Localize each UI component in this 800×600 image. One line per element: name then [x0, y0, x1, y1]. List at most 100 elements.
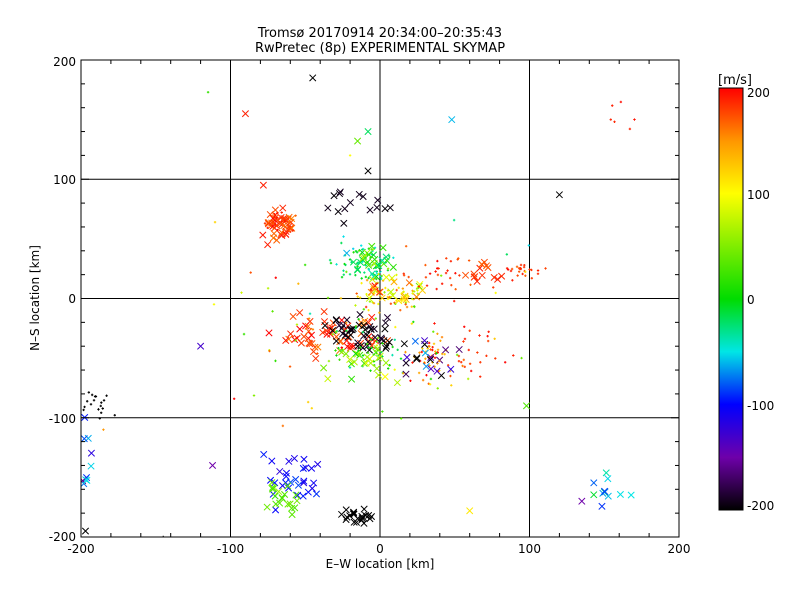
data-point — [212, 303, 216, 306]
data-point — [282, 469, 291, 477]
data-point — [162, 535, 165, 537]
data-point — [436, 259, 439, 263]
data-point — [436, 273, 440, 277]
data-point — [296, 309, 304, 317]
data-point — [421, 337, 429, 345]
data-point — [411, 289, 414, 292]
data-point — [378, 335, 386, 344]
data-point — [362, 308, 366, 311]
data-point — [386, 367, 390, 370]
data-point — [87, 391, 91, 394]
data-point — [409, 379, 412, 383]
data-point — [410, 305, 413, 308]
data-point — [288, 225, 292, 228]
data-point — [353, 350, 361, 358]
data-point — [113, 414, 116, 417]
data-point — [349, 258, 358, 266]
data-point — [284, 482, 292, 490]
data-point — [87, 462, 95, 470]
data-point — [341, 348, 344, 351]
data-point — [505, 253, 509, 256]
data-point — [421, 347, 424, 350]
data-point — [339, 297, 343, 300]
data-point — [424, 263, 427, 267]
data-point — [411, 292, 414, 295]
data-point — [356, 295, 359, 298]
data-point — [478, 334, 481, 337]
data-point — [448, 276, 452, 280]
data-point — [627, 491, 635, 499]
data-point — [279, 204, 287, 212]
data-point — [375, 262, 383, 270]
data-point — [399, 357, 403, 360]
data-point — [466, 507, 474, 515]
colorbar-tick-label: 200 — [747, 86, 770, 100]
data-point — [242, 332, 246, 336]
data-point — [367, 346, 370, 349]
data-point — [354, 266, 362, 274]
data-point — [394, 325, 397, 329]
data-point — [520, 356, 523, 360]
data-point — [427, 365, 435, 373]
data-point — [83, 405, 86, 409]
data-point — [209, 461, 217, 470]
data-point — [288, 215, 296, 223]
data-point — [422, 362, 430, 370]
data-point — [436, 348, 440, 351]
data-point — [286, 500, 294, 508]
data-point — [361, 354, 365, 357]
data-point — [330, 192, 338, 200]
data-point — [416, 280, 424, 288]
data-point — [367, 513, 376, 521]
data-point — [405, 279, 413, 287]
data-point — [376, 336, 380, 340]
data-point — [294, 339, 297, 342]
data-point — [382, 319, 390, 327]
data-point — [424, 357, 427, 360]
data-point — [354, 304, 357, 307]
data-point — [395, 299, 398, 302]
data-point — [383, 313, 392, 322]
data-point — [411, 297, 414, 301]
data-point — [493, 337, 496, 340]
data-point — [360, 244, 363, 247]
data-point — [393, 368, 396, 371]
data-point — [326, 296, 330, 300]
data-point — [280, 220, 283, 223]
data-point — [281, 424, 285, 428]
data-point — [276, 228, 279, 232]
data-point — [294, 481, 302, 489]
data-point — [341, 205, 349, 213]
data-point — [417, 371, 421, 375]
data-point — [320, 364, 328, 372]
data-point — [460, 360, 463, 364]
data-point — [494, 275, 502, 283]
data-point — [375, 288, 383, 296]
data-point — [461, 364, 464, 368]
data-point — [287, 330, 295, 338]
data-point — [300, 477, 308, 485]
data-point — [609, 118, 612, 121]
data-point — [287, 226, 291, 229]
data-point — [371, 255, 379, 264]
data-point — [369, 338, 373, 341]
data-point — [379, 277, 383, 281]
data-point — [376, 352, 384, 360]
data-point — [334, 207, 342, 216]
data-point — [359, 346, 362, 349]
data-point — [400, 295, 408, 303]
data-point — [272, 506, 280, 514]
data-point — [412, 305, 416, 308]
data-point — [384, 286, 387, 290]
data-point — [365, 292, 368, 296]
data-point — [271, 479, 279, 487]
data-point — [427, 341, 431, 345]
data-point — [99, 404, 102, 408]
data-point — [354, 342, 362, 350]
data-point — [365, 278, 369, 282]
data-point — [438, 359, 441, 363]
data-point — [302, 464, 310, 472]
data-point — [265, 329, 273, 337]
grid-lines — [81, 60, 679, 537]
data-point — [368, 300, 372, 303]
